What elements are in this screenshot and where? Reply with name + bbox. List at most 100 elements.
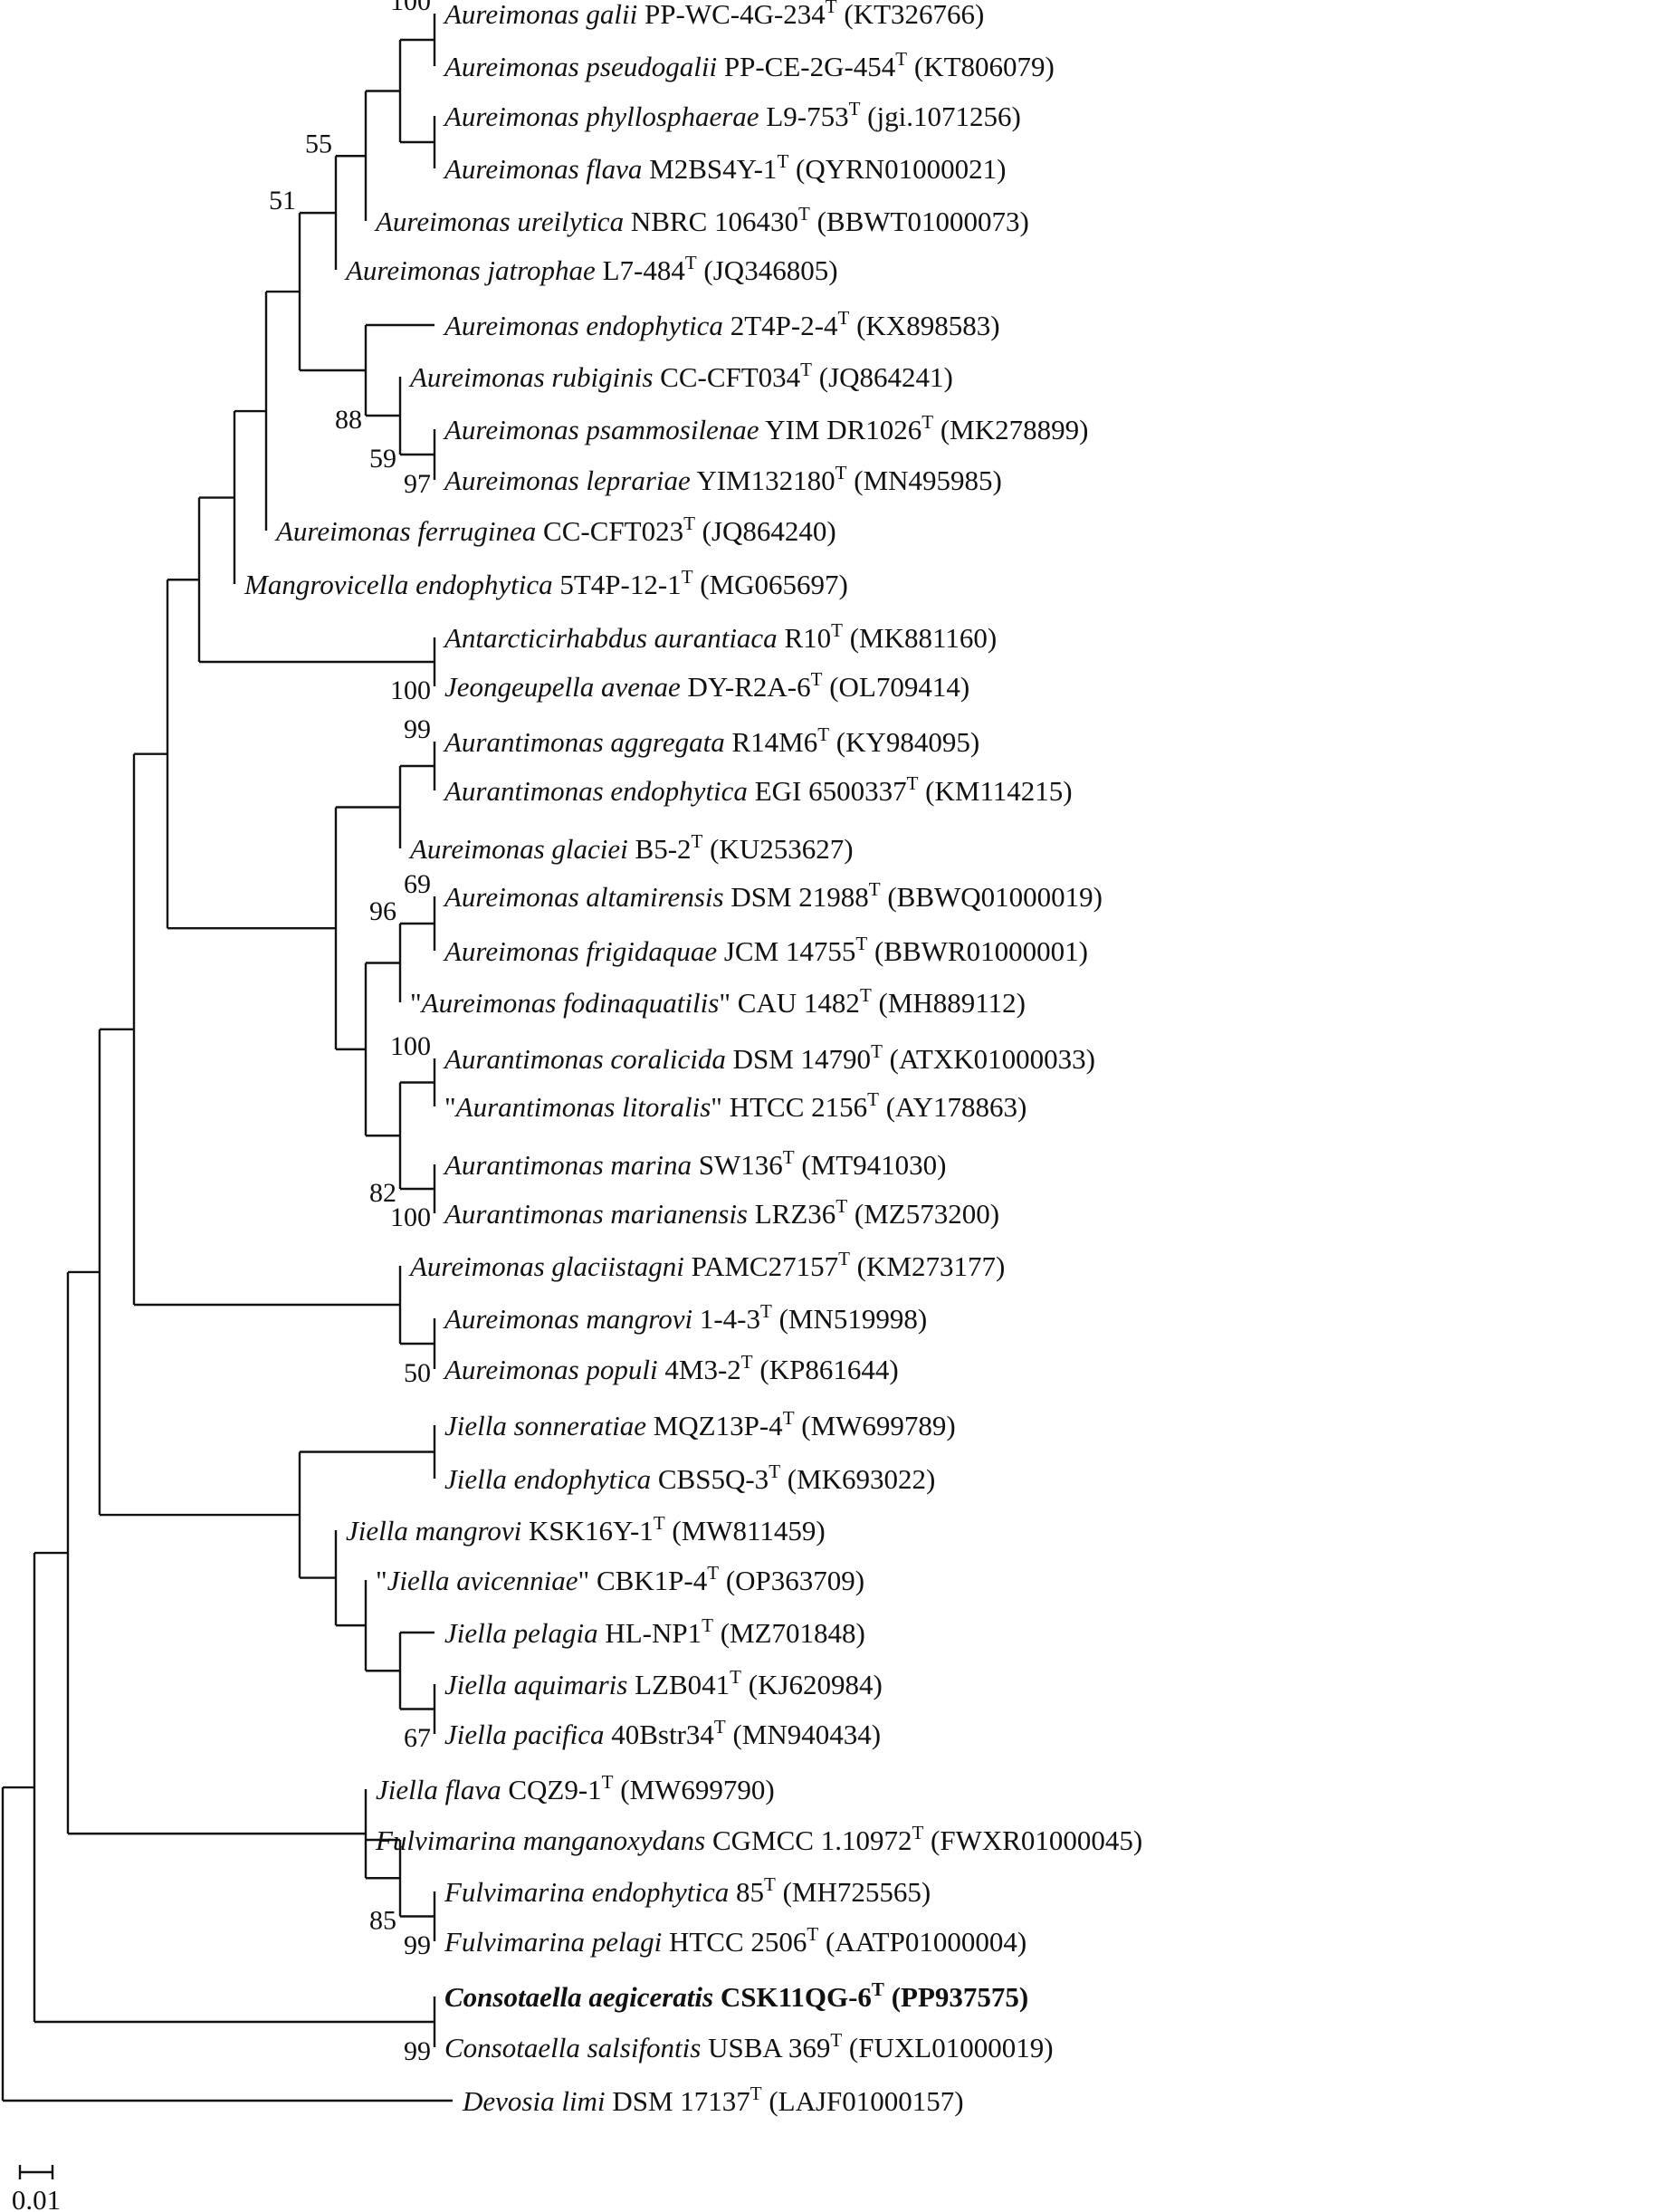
species-name: Aureimonas ureilytica: [374, 206, 624, 237]
strain-name: DSM 14790: [726, 1043, 871, 1075]
strain-name: CSK11QG-6: [713, 1981, 872, 2013]
strain-name: 5T4P-12-1: [553, 569, 682, 600]
accession-number: (MZ573200): [847, 1198, 999, 1230]
taxon-label: Aurantimonas marianensis LRZ36T (MZ57320…: [443, 1195, 999, 1230]
accession-number: (KY984095): [829, 726, 979, 758]
taxon-label: Aureimonas flava M2BS4Y-1T (QYRN01000021…: [443, 150, 1007, 185]
accession-number: (MW699789): [795, 1410, 956, 1441]
species-name: Aurantimonas endophytica: [443, 775, 748, 807]
type-strain-mark: T: [872, 1978, 884, 2000]
type-strain-mark: T: [602, 1771, 614, 1793]
taxon-label: Jiella pacifica 40Bstr34T (MN940434): [444, 1716, 881, 1750]
taxon-label: Aureimonas pseudogalii PP-CE-2G-454T (KT…: [443, 48, 1055, 82]
species-name: Aureimonas galii: [443, 0, 637, 30]
species-name: Aureimonas glaciei: [408, 833, 628, 865]
accession-number: (MW699790): [614, 1774, 775, 1805]
taxon-label: Aurantimonas marina SW136T (MT941030): [443, 1146, 946, 1181]
type-strain-mark: T: [811, 668, 823, 690]
species-name: Jiella sonneratiae: [444, 1410, 646, 1441]
species-name: Jiella endophytica: [444, 1463, 651, 1495]
species-name: Mangrovicella endophytica: [243, 569, 553, 600]
species-name: Aurantimonas coralicida: [443, 1043, 726, 1075]
taxon-label: Aurantimonas endophytica EGI 6500337T (K…: [443, 772, 1073, 807]
accession-number: (QYRN01000021): [788, 153, 1006, 185]
strain-name: USBA 369: [701, 2032, 830, 2064]
bootstrap-value: 100: [390, 675, 431, 705]
accession-number: (KT326766): [837, 0, 985, 30]
species-name: Jiella flava: [376, 1774, 501, 1805]
species-name: Aureimonas populi: [443, 1354, 658, 1385]
strain-name: NBRC 106430: [624, 206, 798, 237]
taxon-label: Aureimonas endophytica 2T4P-2-4T (KX8985…: [443, 307, 1000, 341]
strain-name: DSM 17137: [606, 2085, 750, 2117]
accession-number: (MH725565): [776, 1876, 931, 1908]
species-name: Fulvimarina endophytica: [444, 1876, 729, 1908]
accession-number: (LAJF01000157): [762, 2085, 964, 2117]
type-strain-mark: T: [838, 1248, 850, 1269]
strain-name: YIM DR1026: [759, 414, 922, 445]
strain-name: DSM 21988: [724, 881, 869, 913]
accession-number: (FWXR01000045): [923, 1824, 1142, 1856]
species-name: Aureimonas jatrophae: [344, 254, 596, 286]
accession-number: (MN519998): [772, 1303, 927, 1335]
species-name: Jiella aquimaris: [444, 1669, 627, 1700]
species-name: Aurantimonas litoralis: [454, 1091, 711, 1123]
strain-name: M2BS4Y-1: [642, 153, 777, 185]
type-strain-mark: T: [895, 48, 907, 70]
accession-number: (AATP01000004): [818, 1926, 1026, 1958]
accession-number: (KX898583): [849, 310, 999, 341]
type-strain-mark: T: [855, 933, 867, 954]
accession-number: (FUXL01000019): [842, 2032, 1053, 2064]
species-name: Aureimonas endophytica: [443, 310, 723, 341]
species-name: Jiella pacifica: [444, 1719, 604, 1750]
type-strain-mark: T: [764, 1873, 776, 1895]
taxon-label: Jiella sonneratiae MQZ13P-4T (MW699789): [444, 1407, 956, 1441]
taxon-label: Consotaella salsifontis USBA 369T (FUXL0…: [444, 2029, 1054, 2064]
species-name: Jiella avicenniae: [387, 1565, 578, 1596]
taxon-label: Aureimonas populi 4M3-2T (KP861644): [443, 1351, 899, 1385]
taxon-label: Aureimonas jatrophae L7-484T (JQ346805): [344, 252, 838, 286]
accession-number: (KM114215): [918, 775, 1072, 807]
type-strain-mark: T: [730, 1666, 741, 1688]
species-name: Devosia limi: [462, 2085, 606, 2117]
bootstrap-value: 88: [335, 405, 362, 435]
bootstrap-value: 100: [390, 1031, 431, 1061]
accession-number: (MK278899): [933, 414, 1088, 445]
species-name: Aureimonas rubiginis: [408, 361, 653, 393]
strain-name: 85: [729, 1876, 764, 1908]
taxon-label: Aureimonas psammosilenae YIM DR1026T (MK…: [443, 411, 1088, 445]
taxon-label: Mangrovicella endophytica 5T4P-12-1T (MG…: [243, 566, 848, 600]
species-name: Fulvimarina manganoxydans: [375, 1824, 705, 1856]
species-name: Aurantimonas marina: [443, 1149, 692, 1181]
type-strain-mark: T: [921, 411, 933, 433]
accession-number: (JQ346805): [697, 254, 838, 286]
taxon-label: Aureimonas mangrovi 1-4-3T (MN519998): [443, 1300, 927, 1335]
type-strain-mark: T: [807, 1923, 818, 1945]
bootstrap-value: 55: [305, 129, 332, 158]
strain-name: PP-CE-2G-454: [717, 51, 896, 82]
type-strain-mark: T: [685, 252, 697, 273]
species-name: Aureimonas altamirensis: [443, 881, 724, 913]
taxon-label: Jiella flava CQZ9-1T (MW699790): [376, 1771, 775, 1805]
bootstrap-value: 97: [404, 469, 431, 499]
taxon-label: Aureimonas galii PP-WC-4G-234T (KT326766…: [443, 0, 984, 30]
species-name: Aureimonas pseudogalii: [443, 51, 717, 82]
type-strain-mark: T: [871, 1040, 883, 1062]
strain-name: CBK1P-4: [589, 1565, 708, 1596]
bootstrap-value: 100: [390, 0, 431, 16]
taxon-label: Aureimonas phyllosphaerae L9-753T (jgi.1…: [443, 98, 1021, 132]
taxon-label: Jiella mangrovi KSK16Y-1T (MW811459): [346, 1512, 826, 1546]
accession-number: (MK881160): [843, 622, 997, 654]
accession-number: (MZ701848): [713, 1617, 865, 1649]
taxon-label: Jiella aquimaris LZB041T (KJ620984): [444, 1666, 883, 1700]
taxon-label: Fulvimarina manganoxydans CGMCC 1.10972T…: [375, 1822, 1142, 1856]
accession-number: (MK693022): [780, 1463, 935, 1495]
species-name: Aureimonas mangrovi: [443, 1303, 692, 1335]
species-name: Aureimonas leprariae: [443, 464, 691, 496]
accession-number: (PP937575): [884, 1981, 1028, 2013]
accession-number: (MH889112): [872, 987, 1026, 1019]
strain-name: SW136: [692, 1149, 783, 1181]
species-name: Jiella mangrovi: [346, 1515, 521, 1546]
type-strain-mark: T: [760, 1300, 772, 1322]
type-strain-mark: T: [741, 1351, 753, 1373]
